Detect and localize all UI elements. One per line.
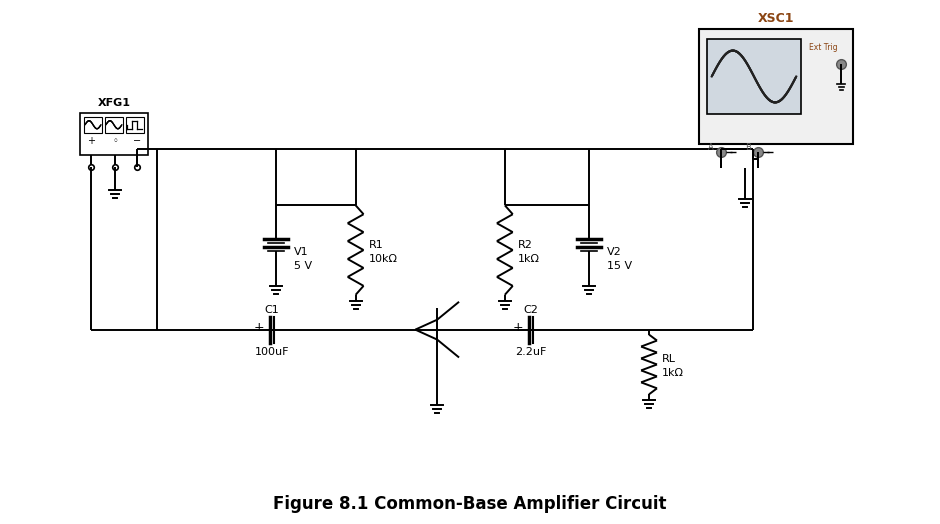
Text: XSC1: XSC1 bbox=[758, 12, 794, 25]
Bar bbox=[707, 39, 801, 114]
Text: A: A bbox=[708, 143, 713, 152]
Text: ◦: ◦ bbox=[112, 136, 118, 146]
Text: 1kΩ: 1kΩ bbox=[662, 368, 684, 378]
Bar bbox=[80, 113, 148, 155]
Text: Figure 8.1 Common-Base Amplifier Circuit: Figure 8.1 Common-Base Amplifier Circuit bbox=[274, 495, 666, 512]
Text: RL: RL bbox=[662, 354, 676, 365]
Text: 5 V: 5 V bbox=[294, 261, 312, 271]
Text: +: + bbox=[254, 321, 264, 334]
Text: 100uF: 100uF bbox=[255, 346, 290, 356]
Text: Ext Trig: Ext Trig bbox=[808, 42, 838, 52]
Text: C1: C1 bbox=[265, 305, 279, 315]
Bar bbox=[84, 117, 102, 133]
Text: +: + bbox=[512, 321, 523, 334]
Text: R1: R1 bbox=[368, 240, 384, 250]
Text: 2.2uF: 2.2uF bbox=[515, 346, 546, 356]
Text: V2: V2 bbox=[607, 247, 622, 257]
Text: −: − bbox=[133, 136, 141, 146]
Text: B: B bbox=[745, 143, 751, 152]
Text: R2: R2 bbox=[518, 240, 533, 250]
Text: 1kΩ: 1kΩ bbox=[518, 254, 540, 264]
Bar bbox=[126, 117, 144, 133]
Text: 10kΩ: 10kΩ bbox=[368, 254, 398, 264]
Text: C2: C2 bbox=[524, 305, 538, 315]
Text: XFG1: XFG1 bbox=[98, 98, 131, 108]
Text: +: + bbox=[87, 136, 95, 146]
Text: 15 V: 15 V bbox=[607, 261, 633, 271]
Text: V1: V1 bbox=[294, 247, 308, 257]
Bar bbox=[698, 29, 853, 144]
Bar bbox=[105, 117, 123, 133]
